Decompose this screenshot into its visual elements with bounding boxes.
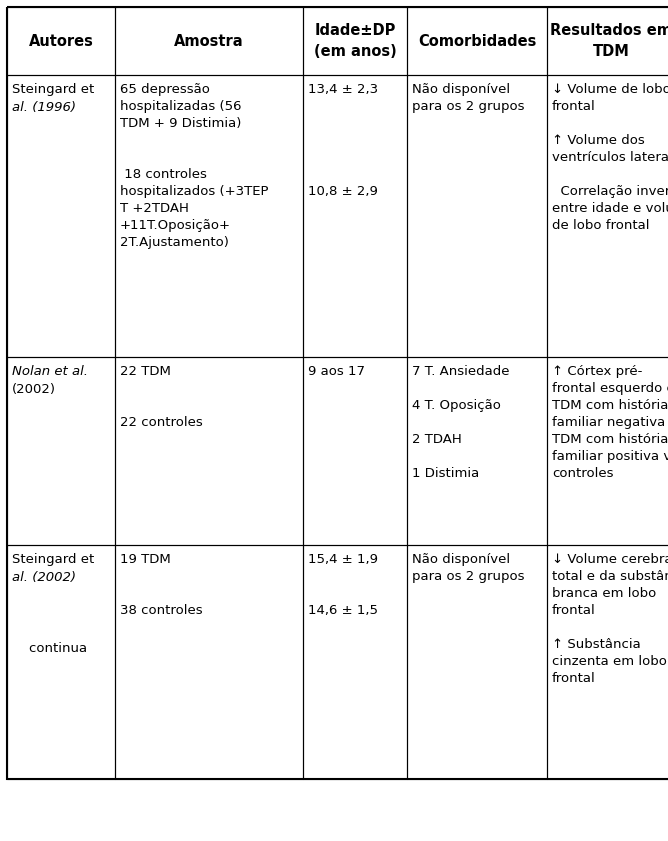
Bar (115, 7, 303, 75)
Bar (407, 75, 547, 357)
Text: 7 T. Ansiedade

4 T. Oposição

2 TDAH

1 Distimia: 7 T. Ansiedade 4 T. Oposição 2 TDAH 1 Di… (412, 365, 510, 480)
Bar (407, 7, 547, 75)
Text: Comorbidades: Comorbidades (418, 34, 536, 49)
Bar (547, 7, 668, 75)
Text: Amostra: Amostra (174, 34, 244, 49)
Text: Não disponível
para os 2 grupos: Não disponível para os 2 grupos (412, 553, 524, 583)
Text: ↓ Volume de lobo
frontal

↑ Volume dos
ventrículos laterais

  Correlação invers: ↓ Volume de lobo frontal ↑ Volume dos ve… (552, 83, 668, 232)
Bar (407, 545, 547, 779)
Text: Resultados em
TDM: Resultados em TDM (550, 23, 668, 59)
Bar (547, 545, 668, 779)
Bar (407, 357, 547, 545)
Text: 9 aos 17: 9 aos 17 (308, 365, 365, 378)
Text: Não disponível
para os 2 grupos: Não disponível para os 2 grupos (412, 83, 524, 113)
Text: ↓ Volume cerebral
total e da substância
branca em lobo
frontal

↑ Substância
cin: ↓ Volume cerebral total e da substância … (552, 553, 668, 685)
Text: 19 TDM


38 controles: 19 TDM 38 controles (120, 553, 202, 617)
Text: 22 TDM


22 controles: 22 TDM 22 controles (120, 365, 203, 429)
Text: Idade±DP
(em anos): Idade±DP (em anos) (313, 23, 396, 59)
Text: Steingard et: Steingard et (12, 83, 94, 96)
Bar (115, 545, 303, 779)
Bar (7, 357, 115, 545)
Bar (303, 75, 407, 357)
Bar (303, 545, 407, 779)
Text: Nolan et al.: Nolan et al. (12, 365, 88, 378)
Text: continua: continua (12, 642, 87, 655)
Bar (7, 545, 115, 779)
Text: ↑ Córtex pré-
frontal esquerdo em
TDM com história
familiar negativa vs.
TDM com: ↑ Córtex pré- frontal esquerdo em TDM co… (552, 365, 668, 480)
Text: Steingard et: Steingard et (12, 553, 94, 566)
Text: al. (1996): al. (1996) (12, 101, 76, 114)
Bar (547, 357, 668, 545)
Text: (2002): (2002) (12, 383, 56, 396)
Text: Autores: Autores (29, 34, 94, 49)
Bar (7, 75, 115, 357)
Text: 13,4 ± 2,3





10,8 ± 2,9: 13,4 ± 2,3 10,8 ± 2,9 (308, 83, 378, 198)
Text: 65 depressão
hospitalizadas (56
TDM + 9 Distimia)


 18 controles
hospitalizados: 65 depressão hospitalizadas (56 TDM + 9 … (120, 83, 269, 249)
Bar (7, 7, 115, 75)
Bar (303, 7, 407, 75)
Bar (303, 357, 407, 545)
Bar (115, 357, 303, 545)
Text: 15,4 ± 1,9


14,6 ± 1,5: 15,4 ± 1,9 14,6 ± 1,5 (308, 553, 378, 617)
Text: al. (2002): al. (2002) (12, 571, 76, 584)
Bar (547, 75, 668, 357)
Bar (115, 75, 303, 357)
